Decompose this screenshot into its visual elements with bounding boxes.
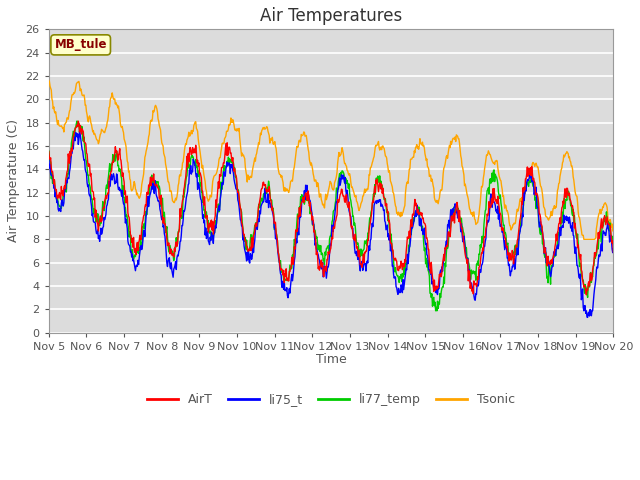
Y-axis label: Air Temperature (C): Air Temperature (C) <box>7 120 20 242</box>
Title: Air Temperatures: Air Temperatures <box>260 7 402 25</box>
Legend: AirT, li75_t, li77_temp, Tsonic: AirT, li75_t, li77_temp, Tsonic <box>141 388 520 411</box>
X-axis label: Time: Time <box>316 353 346 366</box>
Text: MB_tule: MB_tule <box>54 38 107 51</box>
